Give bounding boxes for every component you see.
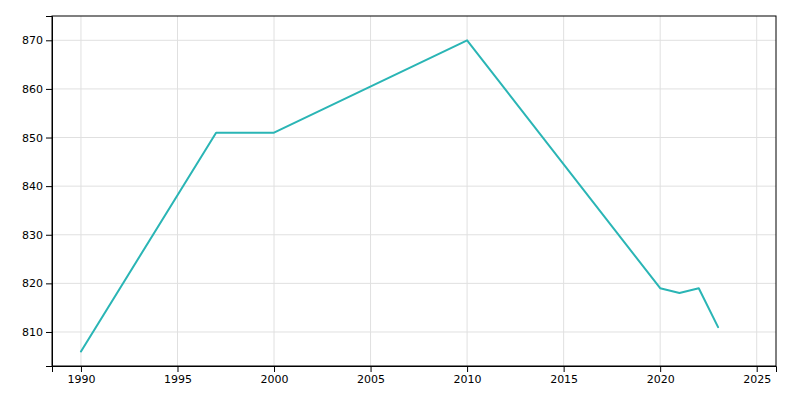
tick: 840 [22, 180, 52, 193]
tick-mark [46, 186, 52, 187]
tick: 850 [22, 132, 52, 145]
tick-mark [46, 89, 52, 90]
tick-label: 2020 [647, 373, 675, 386]
tick-label: 2010 [454, 373, 482, 386]
grid-line-y [52, 137, 776, 138]
tick: 2005 [357, 366, 385, 386]
tick-label: 860 [22, 83, 43, 96]
tick: 2015 [550, 366, 578, 386]
chart-container: 1990 1995 2000 2005 2010 2015 2020 2025 810 820 83… [0, 0, 800, 400]
marks [81, 40, 718, 351]
tick-mark [46, 138, 52, 139]
grid-line-y [52, 88, 776, 89]
axis-line [46, 17, 53, 367]
tick-mark [81, 366, 82, 372]
grid-line-x [177, 16, 178, 366]
tick-label: 850 [22, 132, 43, 145]
grid [52, 16, 776, 366]
y-axis: 810 820 830 840 850 860 870 [22, 17, 53, 367]
tick-label: 870 [22, 34, 43, 47]
tick: 860 [22, 83, 52, 96]
grid-line-x [660, 16, 661, 366]
grid-line-x [80, 16, 81, 366]
plot-area: 1990 1995 2000 2005 2010 2015 2020 2025 810 820 83… [22, 16, 777, 386]
grid-line-y [52, 283, 776, 284]
tick-mark [46, 235, 52, 236]
tick: 870 [22, 34, 52, 47]
tick-mark [371, 366, 372, 372]
grid-line-y [52, 186, 776, 187]
tick-mark [46, 332, 52, 333]
tick-label: 810 [22, 326, 43, 339]
tick-mark [660, 366, 661, 372]
grid-line-x [274, 16, 275, 366]
data-line [81, 40, 718, 351]
tick-mark [274, 366, 275, 372]
tick: 830 [22, 229, 52, 242]
x-axis: 1990 1995 2000 2005 2010 2015 2020 2025 [53, 366, 777, 386]
tick-mark [564, 366, 565, 372]
plot-frame [52, 16, 776, 366]
tick-mark [46, 40, 52, 41]
tick-label: 2005 [357, 373, 385, 386]
grid-line-y [52, 234, 776, 235]
grid-line-x [467, 16, 468, 366]
tick: 2020 [647, 366, 675, 386]
chart-svg: 1990 1995 2000 2005 2010 2015 2020 2025 810 820 83… [0, 0, 800, 400]
tick: 1990 [67, 366, 95, 386]
grid-line-x [756, 16, 757, 366]
tick-mark [757, 366, 758, 372]
tick-label: 2025 [743, 373, 771, 386]
tick-label: 830 [22, 229, 43, 242]
tick: 1995 [164, 366, 192, 386]
tick-label: 1990 [67, 373, 95, 386]
tick-label: 2000 [261, 373, 289, 386]
tick-mark [467, 366, 468, 372]
tick-label: 840 [22, 180, 43, 193]
grid-line-x [370, 16, 371, 366]
grid-line-y [52, 331, 776, 332]
tick-label: 2015 [550, 373, 578, 386]
tick-mark [46, 283, 52, 284]
tick: 2010 [454, 366, 482, 386]
grid-line-y [52, 40, 776, 41]
grid-line-x [563, 16, 564, 366]
axis-line [53, 367, 777, 373]
tick: 2025 [743, 366, 771, 386]
tick: 820 [22, 277, 52, 290]
tick-mark [177, 366, 178, 372]
tick-label: 820 [22, 277, 43, 290]
tick-label: 1995 [164, 373, 192, 386]
tick: 2000 [261, 366, 289, 386]
tick: 810 [22, 326, 52, 339]
